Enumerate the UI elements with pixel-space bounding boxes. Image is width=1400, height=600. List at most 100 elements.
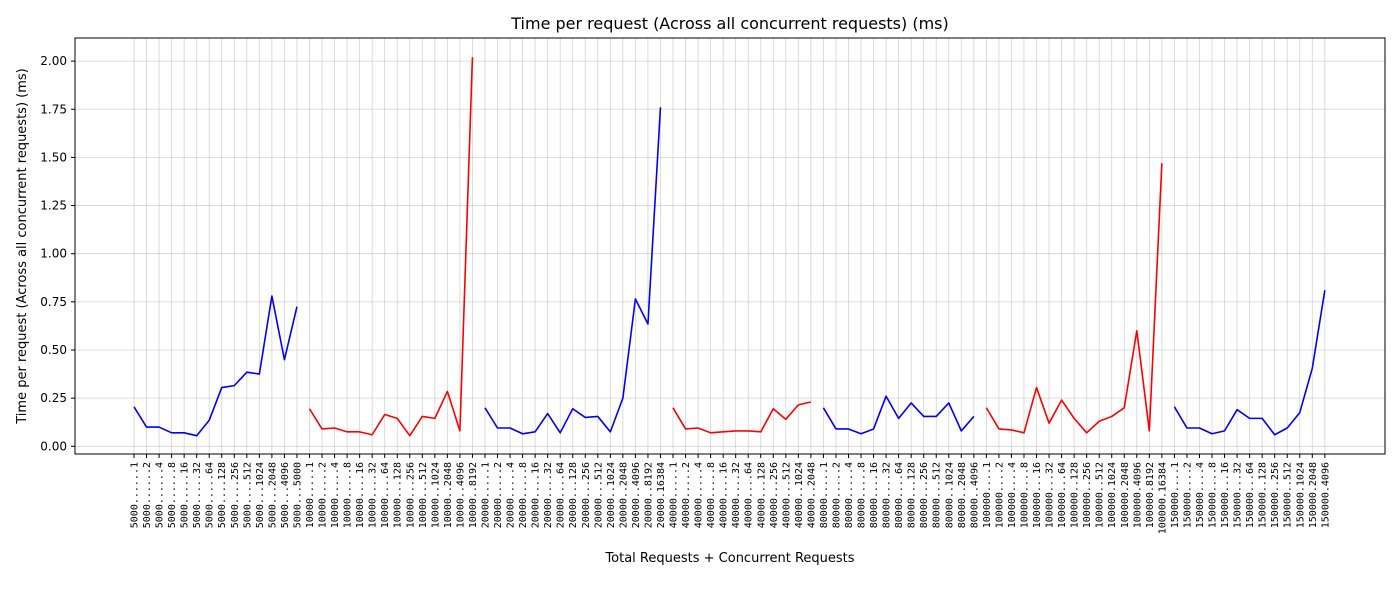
x-tick-label: 40000.....8 <box>706 462 717 528</box>
x-tick-label: 150000...16 <box>1220 462 1231 528</box>
x-tick-label: 40000..1024 <box>794 462 805 528</box>
x-tick-label: 40000..2048 <box>806 462 817 528</box>
x-tick-label: 20000.....8 <box>518 462 529 528</box>
x-tick-label: 80000..1024 <box>944 462 955 528</box>
x-tick-label: 20000..2048 <box>618 462 629 528</box>
series-line-5000 <box>133 295 298 437</box>
x-tick-label: 10000.....2 <box>318 462 329 528</box>
x-tick-label: 5000....256 <box>230 462 241 528</box>
x-tick-label: 40000...128 <box>756 462 767 528</box>
x-tick-label: 80000....64 <box>894 462 905 528</box>
x-tick-label: 80000....32 <box>882 462 893 528</box>
x-tick-label: 40000....32 <box>731 462 742 528</box>
x-tick-label: 10000..8192 <box>468 462 479 528</box>
y-tick-label: 0.00 <box>40 439 67 453</box>
x-tick-label: 40000....64 <box>744 462 755 528</box>
x-tick-label: 150000....4 <box>1195 462 1206 528</box>
chart-title: Time per request (Across all concurrent … <box>510 14 949 33</box>
series-line-150000 <box>1173 290 1326 436</box>
x-tick-label: 10000....16 <box>355 462 366 528</box>
x-tick-label: 150000....8 <box>1208 462 1219 528</box>
x-tick-label: 20000..1024 <box>606 462 617 528</box>
x-tick-label: 5000......8 <box>167 462 178 528</box>
x-tick-label: 100000..256 <box>1082 462 1093 528</box>
x-tick-label: 80000....16 <box>869 462 880 528</box>
x-tick-label: 100000...32 <box>1045 462 1056 528</box>
x-tick-label: 150000...64 <box>1245 462 1256 528</box>
x-tick-label: 80000..4096 <box>969 462 980 528</box>
x-tick-label: 100000...64 <box>1057 462 1068 528</box>
y-tick-label: 1.75 <box>40 102 67 116</box>
x-tick-label: 20000.....2 <box>493 462 504 528</box>
x-tick-label: 80000.....1 <box>819 462 830 528</box>
x-tick-label: 10000....64 <box>380 462 391 528</box>
x-tick-label: 20000.....1 <box>480 462 491 528</box>
x-tick-label: 80000...256 <box>919 462 930 528</box>
series-line-10000 <box>308 57 474 437</box>
x-tick-label: 150000.1024 <box>1295 462 1306 528</box>
x-tick-label: 20000...128 <box>568 462 579 528</box>
x-tick-label: 40000.....2 <box>681 462 692 528</box>
x-tick-label: 10000....32 <box>368 462 379 528</box>
x-tick-label: 150000....2 <box>1182 462 1193 528</box>
x-tick-label: 100000....1 <box>982 462 993 528</box>
x-tick-label: 10000...512 <box>418 462 429 528</box>
series-layer <box>133 57 1326 437</box>
x-tick-label: 5000......1 <box>130 462 141 528</box>
x-tick-label: 150000..512 <box>1283 462 1294 528</box>
y-axis-label: Time per request (Across all concurrent … <box>15 68 30 424</box>
x-tick-label: 5000.....64 <box>205 462 216 528</box>
x-axis: 5000......1 5000......2 5000......4 5000...… <box>130 454 1331 534</box>
x-tick-label: 100000.1024 <box>1107 462 1118 528</box>
plot-frame <box>74 37 1386 455</box>
y-tick-label: 1.00 <box>40 247 67 261</box>
x-tick-label: 10000..1024 <box>430 462 441 528</box>
x-tick-label: 100000.8192 <box>1145 462 1156 528</box>
x-tick-label: 100000.16384 <box>1157 462 1168 534</box>
x-tick-label: 10000..4096 <box>455 462 466 528</box>
y-tick-label: 1.25 <box>40 199 67 213</box>
x-tick-label: 10000.....1 <box>305 462 316 528</box>
x-tick-label: 20000..8192 <box>643 462 654 528</box>
x-tick-label: 20000....16 <box>531 462 542 528</box>
x-tick-label: 150000..256 <box>1270 462 1281 528</box>
x-tick-label: 20000..4096 <box>631 462 642 528</box>
y-axis: 0.00 0.25 0.50 0.75 1.00 1.25 1.50 1.75 2.00 <box>40 54 75 453</box>
x-tick-label: 100000..512 <box>1095 462 1106 528</box>
x-tick-label: 5000...2048 <box>267 462 278 528</box>
x-tick-label: 40000...256 <box>769 462 780 528</box>
x-tick-label: 10000...256 <box>405 462 416 528</box>
series-line-80000 <box>822 395 975 435</box>
x-tick-label: 10000.....4 <box>330 462 341 528</box>
x-tick-label: 100000....4 <box>1007 462 1018 528</box>
x-tick-label: 80000...512 <box>932 462 943 528</box>
x-tick-label: 150000...32 <box>1233 462 1244 528</box>
y-tick-label: 2.00 <box>40 54 67 68</box>
series-line-100000 <box>985 163 1163 434</box>
x-tick-label: 20000...256 <box>581 462 592 528</box>
x-tick-label: 5000...1024 <box>255 462 266 528</box>
x-tick-label: 10000..2048 <box>443 462 454 528</box>
x-tick-label: 100000....2 <box>994 462 1005 528</box>
x-tick-label: 10000...128 <box>393 462 404 528</box>
x-tick-label: 100000....8 <box>1019 462 1030 528</box>
x-tick-label: 5000.....16 <box>180 462 191 528</box>
series-line-40000 <box>672 401 812 434</box>
x-tick-label: 20000...512 <box>593 462 604 528</box>
x-tick-label: 150000.2048 <box>1308 462 1319 528</box>
x-tick-label: 5000......2 <box>142 462 153 528</box>
x-tick-label: 40000....16 <box>719 462 730 528</box>
x-tick-label: 100000.2048 <box>1120 462 1131 528</box>
x-tick-label: 5000......4 <box>155 462 166 528</box>
x-tick-label: 150000..128 <box>1258 462 1269 528</box>
x-tick-label: 100000..128 <box>1070 462 1081 528</box>
x-tick-label: 5000....128 <box>217 462 228 528</box>
y-tick-label: 0.50 <box>40 343 67 357</box>
x-tick-label: 5000....512 <box>242 462 253 528</box>
x-tick-label: 80000.....4 <box>844 462 855 528</box>
x-tick-label: 20000....64 <box>556 462 567 528</box>
x-axis-label: Total Requests + Concurrent Requests <box>604 551 854 566</box>
x-tick-label: 5000.....32 <box>192 462 203 528</box>
x-tick-label: 80000...128 <box>907 462 918 528</box>
